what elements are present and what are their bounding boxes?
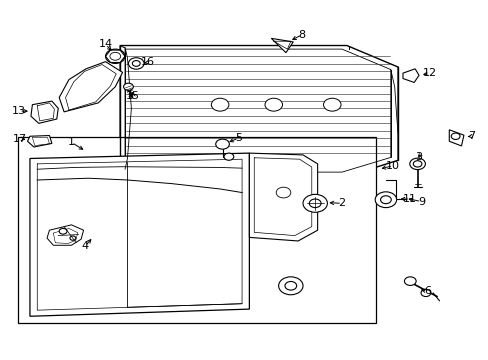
Text: 9: 9 bbox=[417, 197, 424, 207]
Circle shape bbox=[404, 277, 415, 285]
Circle shape bbox=[285, 282, 296, 290]
Text: 1: 1 bbox=[68, 138, 75, 147]
Text: 17: 17 bbox=[13, 134, 27, 144]
Circle shape bbox=[59, 228, 67, 234]
Circle shape bbox=[374, 192, 396, 208]
Polygon shape bbox=[31, 101, 58, 123]
Circle shape bbox=[380, 196, 390, 204]
Polygon shape bbox=[271, 39, 293, 53]
Circle shape bbox=[420, 289, 430, 297]
Text: 12: 12 bbox=[422, 68, 436, 78]
Circle shape bbox=[70, 236, 76, 240]
Text: 15: 15 bbox=[126, 91, 140, 101]
Circle shape bbox=[224, 153, 233, 160]
Text: 10: 10 bbox=[386, 161, 399, 171]
Bar bbox=[18, 137, 375, 323]
Circle shape bbox=[309, 199, 321, 208]
Polygon shape bbox=[448, 130, 463, 146]
Circle shape bbox=[323, 98, 340, 111]
Text: 16: 16 bbox=[141, 57, 155, 67]
Polygon shape bbox=[249, 153, 317, 241]
Text: 8: 8 bbox=[298, 30, 305, 40]
Circle shape bbox=[110, 52, 121, 60]
Circle shape bbox=[276, 187, 290, 198]
Polygon shape bbox=[59, 62, 122, 112]
Circle shape bbox=[123, 83, 133, 90]
Circle shape bbox=[132, 60, 140, 66]
Polygon shape bbox=[47, 225, 83, 245]
Circle shape bbox=[412, 161, 421, 167]
Text: 2: 2 bbox=[338, 198, 345, 208]
Text: 7: 7 bbox=[467, 131, 474, 141]
Text: 13: 13 bbox=[12, 106, 26, 116]
Text: 4: 4 bbox=[81, 241, 88, 251]
Polygon shape bbox=[27, 135, 52, 147]
Text: 3: 3 bbox=[415, 152, 422, 162]
Polygon shape bbox=[402, 69, 418, 82]
Circle shape bbox=[211, 98, 228, 111]
Circle shape bbox=[409, 158, 425, 170]
Polygon shape bbox=[30, 153, 249, 316]
Circle shape bbox=[215, 139, 229, 149]
Text: 6: 6 bbox=[423, 286, 430, 296]
Circle shape bbox=[450, 133, 459, 139]
Circle shape bbox=[128, 58, 144, 69]
Polygon shape bbox=[120, 45, 397, 176]
Circle shape bbox=[303, 194, 327, 212]
Circle shape bbox=[105, 49, 125, 63]
Circle shape bbox=[278, 277, 303, 295]
Text: 11: 11 bbox=[403, 194, 416, 204]
Circle shape bbox=[264, 98, 282, 111]
Text: 14: 14 bbox=[98, 40, 112, 49]
Text: 5: 5 bbox=[235, 133, 242, 143]
